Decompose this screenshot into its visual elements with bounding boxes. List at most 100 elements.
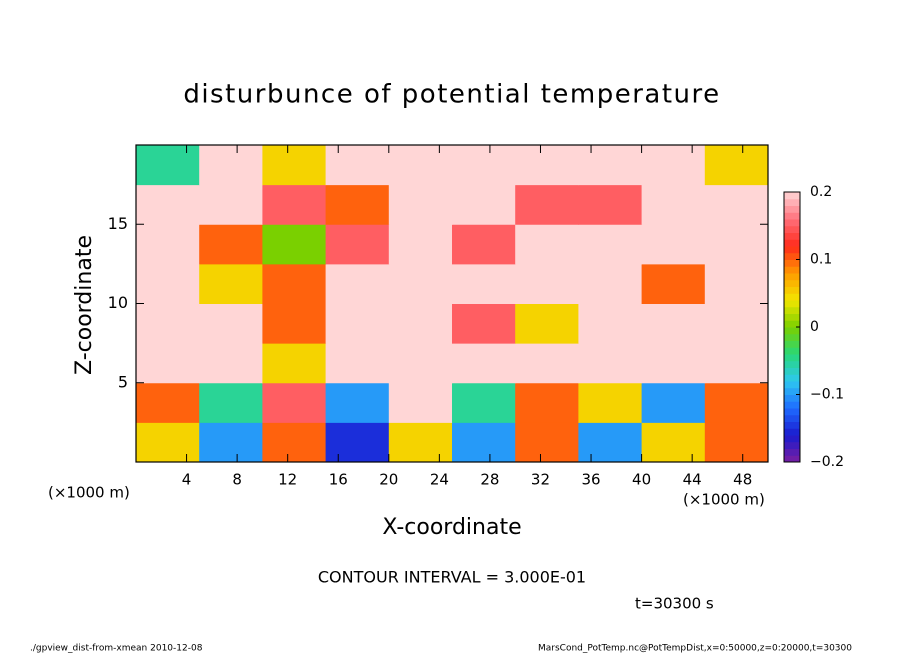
colorbar-segment: [784, 306, 800, 314]
colorbar-segment: [784, 279, 800, 287]
colorbar-segment: [784, 327, 800, 335]
colorbar-segment: [784, 205, 800, 213]
heatmap-cell: [199, 224, 263, 265]
heatmap-cell: [452, 303, 516, 344]
x-tick-label: 16: [329, 471, 348, 489]
heatmap-cell: [641, 263, 706, 304]
heatmap-cell: [388, 263, 453, 304]
heatmap-cell: [578, 422, 643, 463]
heatmap-cell: [641, 422, 706, 463]
heatmap-cell: [452, 382, 516, 423]
heatmap-cell: [325, 303, 390, 344]
heatmap-cell: [199, 343, 263, 384]
heatmap-cell: [388, 382, 453, 423]
colorbar-tick-label: 0.1: [810, 252, 832, 268]
heatmap-cell: [325, 382, 390, 423]
y-axis-label: Z-coordinate: [72, 235, 97, 375]
colorbar-segment: [784, 435, 800, 443]
x-tick-label: 48: [733, 471, 752, 489]
y-tick-label: 5: [118, 372, 128, 391]
heatmap-cell: [136, 224, 200, 265]
colorbar-segment: [784, 273, 800, 281]
heatmap-cell: [515, 145, 579, 186]
x-tick-label: 32: [531, 471, 550, 489]
heatmap-cell: [452, 263, 516, 304]
x-tick-label: 36: [581, 471, 600, 489]
heatmap-cell: [578, 382, 643, 423]
heatmap-cell: [262, 382, 327, 423]
heatmap-cell: [325, 263, 390, 304]
colorbar-segment: [784, 347, 800, 355]
colorbar-segment: [784, 239, 800, 247]
colorbar-segment: [784, 313, 800, 321]
heatmap-cell: [199, 145, 263, 186]
heatmap-cell: [136, 184, 200, 225]
heatmap-cell: [452, 422, 516, 463]
heatmap-cell: [704, 343, 769, 384]
heatmap-cell: [641, 224, 706, 265]
heatmap-cell: [388, 224, 453, 265]
heatmap-cell: [641, 382, 706, 423]
colorbar-segment: [784, 192, 800, 200]
colorbar-segment: [784, 394, 800, 402]
heatmap-cell: [704, 224, 769, 265]
colorbar-segment: [784, 219, 800, 227]
heatmap-cell: [578, 263, 643, 304]
x-axis-label: X-coordinate: [382, 515, 521, 540]
colorbar-segment: [784, 408, 800, 416]
heatmap-cell: [578, 303, 643, 344]
colorbar-segment: [784, 381, 800, 389]
heatmap-cell: [515, 184, 579, 225]
colorbar-segment: [784, 246, 800, 254]
colorbar-segment: [784, 232, 800, 240]
y-tick-label: 15: [108, 214, 128, 233]
heatmap-cell: [515, 343, 579, 384]
colorbar-segment: [784, 455, 800, 463]
heatmap-cell: [388, 303, 453, 344]
colorbar-segment: [784, 360, 800, 368]
x-tick-label: 20: [379, 471, 398, 489]
heatmap-cell: [325, 343, 390, 384]
time-label: t=30300 s: [635, 595, 714, 613]
colorbar-segment: [784, 212, 800, 220]
heatmap-cell: [262, 263, 327, 304]
colorbar-segment: [784, 354, 800, 362]
colorbar-segment: [784, 401, 800, 409]
heatmap-cell: [388, 145, 453, 186]
contour-note: CONTOUR INTERVAL = 3.000E-01: [318, 568, 586, 587]
colorbar-segment: [784, 387, 800, 395]
heatmap-cell: [262, 184, 327, 225]
colorbar-segment: [784, 340, 800, 348]
colorbar-segment: [784, 333, 800, 341]
heatmap-cell: [388, 343, 453, 384]
heatmap-cell: [452, 343, 516, 384]
heatmap-cell: [641, 343, 706, 384]
colorbar-tick-label: 0: [810, 319, 819, 335]
colorbar-segment: [784, 259, 800, 267]
colorbar-segment: [784, 448, 800, 456]
colorbar-tick-label: −0.2: [810, 454, 844, 470]
x-tick-label: 28: [480, 471, 499, 489]
heatmap-cell: [388, 422, 453, 463]
x-tick-label: 12: [278, 471, 297, 489]
heatmap-cell: [452, 184, 516, 225]
colorbar-segment: [784, 428, 800, 436]
heatmap-cell: [388, 184, 453, 225]
heatmap-cell: [325, 184, 390, 225]
heatmap-cell: [325, 224, 390, 265]
heatmap-cell: [515, 422, 579, 463]
footer-right: MarsCond_PotTemp.nc@PotTempDist,x=0:5000…: [538, 644, 852, 654]
heatmap-cell: [704, 263, 769, 304]
heatmap-cell: [262, 224, 327, 265]
heatmap-cell: [136, 382, 200, 423]
heatmap-cell: [641, 145, 706, 186]
colorbar-segment: [784, 300, 800, 308]
heatmap-cell: [136, 422, 200, 463]
heatmap-cell: [262, 145, 327, 186]
heatmap-cell: [641, 303, 706, 344]
heatmap-cell: [136, 263, 200, 304]
colorbar-tick-label: 0.2: [810, 184, 832, 200]
x-tick-label: 24: [430, 471, 449, 489]
heatmap-cell: [515, 303, 579, 344]
